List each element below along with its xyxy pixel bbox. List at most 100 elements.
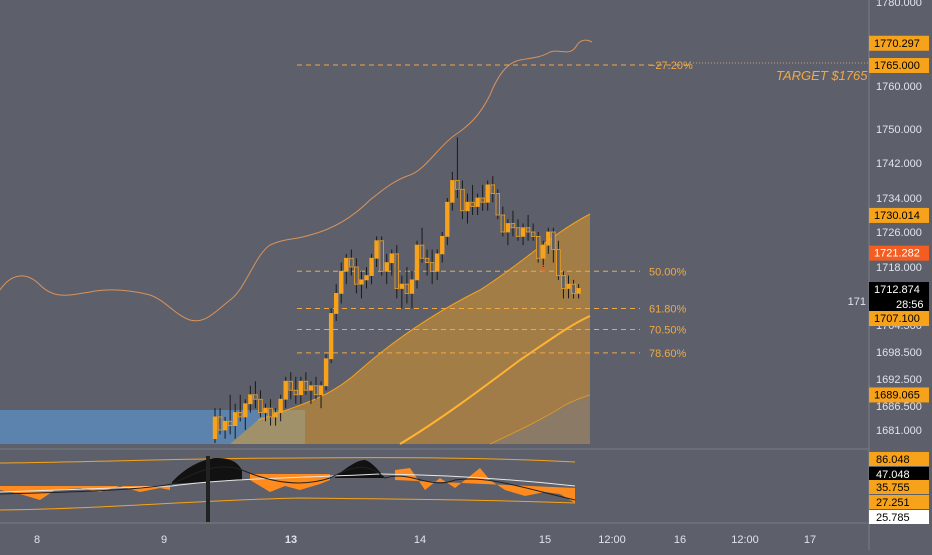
price-badge-label: 1770.297 [874,38,920,50]
signal-marker: 9 [541,264,547,275]
candle-body [339,270,344,294]
osc-badge-label: 35.755 [876,482,910,494]
upper-band-edge [257,213,591,421]
candle-body [364,275,369,281]
candle-body [227,420,233,427]
osc-upper-band [0,457,576,464]
lower-band-edge [489,394,591,445]
candle-body [434,253,440,272]
candle-body [480,197,485,203]
osc-line-dark [0,466,576,501]
price-badge [869,207,929,223]
price-badge-label: 1721.282 [874,248,920,260]
y-tick-label: 1692.500 [876,374,922,386]
osc-lower-band [0,497,576,511]
osc-badge [869,452,929,466]
x-tick-label: 15 [539,534,551,546]
osc-fill-orange [0,486,170,500]
candle-body [278,398,283,413]
osc-badge [869,495,929,509]
candle-body [485,184,490,203]
candle-body [394,253,399,289]
candle-body [384,262,389,272]
y-tick-label: 1686.500 [876,401,922,413]
fib-label: 61.80% [649,303,687,315]
osc-badge-label: 86.048 [876,454,910,466]
price-badge [869,282,929,297]
candle-body [217,416,223,431]
y-tick-label: 1760.000 [876,81,922,93]
candle-body [258,398,263,413]
countdown-label: 28:56 [896,299,924,311]
fib-label: 78.60% [649,348,687,360]
candle-body [561,275,566,289]
x-tick-label: 14 [414,534,426,546]
candle-body [414,244,420,281]
price-badge [869,58,929,73]
candle-body [293,389,298,396]
candle-body [460,188,465,212]
candle-body [445,201,450,237]
candle-body [536,235,541,259]
price-badge [869,245,929,261]
consolidation-box [0,410,305,444]
candle-body [470,201,475,207]
osc-vertical-marker [206,456,210,522]
osc-badge-label: 27.251 [876,497,910,509]
x-ticks: 8 9 13 14 15 12:00 16 12:00 17 [34,534,816,546]
candle-body [344,257,349,272]
lower-band-fill [490,395,590,444]
candle-body [303,380,309,391]
candle-body [440,235,445,255]
price-badge-label: 1712.874 [874,284,920,296]
oscillator-pane [0,456,576,522]
osc-fill-black2 [335,460,385,478]
candle-body [520,227,526,237]
candle-body [576,288,581,294]
candle-body [505,223,511,233]
candle-body [475,197,480,207]
osc-badge [869,510,929,524]
x-tick-label: 17 [804,534,816,546]
candle-body [374,240,379,259]
candle-body [323,358,329,387]
countdown-badge [869,297,929,312]
candle-body [243,403,248,418]
price-badge-label: 1730.014 [874,210,920,222]
partial-label: 171 [848,296,866,308]
fib-label: 70.50% [649,325,687,337]
candle-body [515,227,521,237]
candle-body [566,283,571,289]
candle-body [429,262,435,272]
candle-body [253,394,258,400]
candle-body [490,184,495,195]
price-badge [869,35,929,51]
candle-body [328,313,334,360]
candle-body [369,257,374,276]
candle-body [525,227,531,233]
candle-body [313,385,319,396]
price-badge-label: 1689.065 [874,389,920,401]
y-tick-label: 1780.000 [876,0,922,9]
x-tick-label: 8 [34,534,40,546]
price-badge [869,311,929,326]
candle-body [450,180,455,203]
candle-body [333,292,339,314]
price-badge [869,387,929,403]
candle-body [541,244,546,259]
fib-levels: −27.20% 50.00% 61.80% 70.50% 78.60% [297,60,693,360]
candle-body [500,214,506,233]
candle-body [273,412,278,418]
target-annotation: TARGET $1765 [776,68,868,83]
candle-body [238,412,243,418]
x-tick-label: 9 [161,534,167,546]
price-badges: 1770.297 1765.000 1730.014 1721.282 1712.874… [869,35,929,524]
candle-body [409,279,415,294]
mid-band-fill [400,316,590,444]
candle-body [359,279,364,285]
y-tick-label: 1718.000 [876,262,922,274]
x-tick-label: 12:00 [598,534,626,546]
x-tick-label: 13 [285,534,297,546]
